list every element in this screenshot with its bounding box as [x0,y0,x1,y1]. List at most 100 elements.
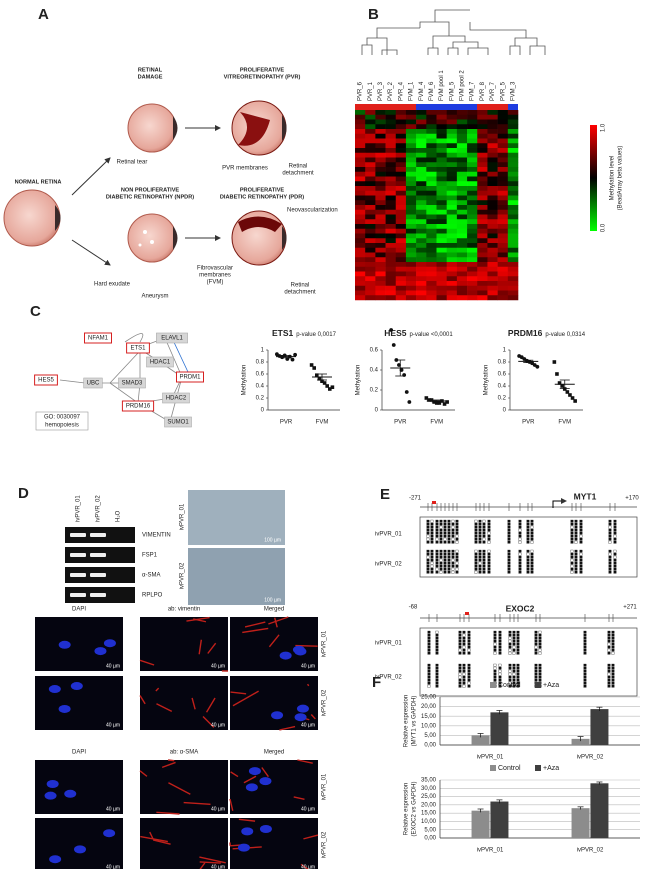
heat-cell [375,148,386,153]
network-node [83,377,103,389]
bar [490,712,509,745]
nucleus [44,791,57,800]
cpg-dot [467,636,471,640]
micrograph [188,548,285,605]
heat-cell [405,271,417,277]
x-tick-label: FVM [316,420,329,426]
heat-cell [467,157,478,163]
micrograph [230,818,318,869]
heat-cell [375,295,386,301]
nucleus [103,829,116,838]
cpg-dot [534,669,538,673]
cpg-dot [613,537,617,541]
cpg-dot [487,552,491,556]
heat-cell [426,209,437,215]
heat-cell [355,133,366,139]
heat-cell [446,247,458,253]
cpg-dot [435,645,439,649]
heat-cell [446,271,458,277]
heat-cell [497,162,509,168]
heat-cell [507,219,519,225]
column-header: ab: vimentin [168,607,200,613]
heat-cell [456,276,468,282]
cpg-dot [487,558,491,562]
cpg-dot [538,669,542,673]
heat-cell [507,200,519,206]
heat-cell [477,157,488,163]
cpg-dot [498,681,502,685]
heat-cell [375,243,386,248]
gel: ivPVR_01 ivPVR_02 H₂OVIMENTINFSP1α-SMARPLP… [65,495,171,603]
cpg-dot [512,639,516,643]
heat-cell [416,285,427,291]
heat-cell [477,186,488,191]
cpg-dot [487,561,491,565]
cpg-dot [611,639,615,643]
cpg-dot [611,630,615,634]
data-point [535,364,540,369]
heat-cell [416,247,427,253]
cpg-dot [458,675,462,679]
heat-cell [456,252,468,258]
heat-cell [477,247,488,253]
heat-cell [365,219,376,225]
cpg-dot [443,540,447,544]
heat-cell [507,281,519,286]
heat-cell [395,205,407,210]
heat-cell [507,252,519,258]
cpg-dot [439,552,443,556]
cpg-dot [487,537,491,541]
heat-cell [487,129,498,134]
legend-swatch [490,765,496,771]
data-point [312,366,316,370]
cpg-dot [426,561,430,565]
heat-cell [365,167,376,172]
heat-cell [355,257,366,263]
heat-cell [507,181,519,187]
cpg-dot [478,534,482,538]
cpg-dot [526,525,530,529]
heat-cell [467,209,478,215]
filament [139,695,146,705]
cpg-dot [498,666,502,670]
cpg-dot [426,555,430,559]
heat-cell [456,171,468,177]
cpg-dot [439,561,443,565]
cpg-dot [487,531,491,535]
heat-cell [416,219,427,225]
cpg-dot [498,651,502,655]
gene-label: VIMENTIN [142,533,171,539]
cpg-dot [435,564,439,568]
heat-cell [436,238,447,244]
node-label: PRDM1 [179,375,201,381]
heat-cell [507,148,519,153]
cpg-dot [608,519,612,523]
cpg-dot [478,555,482,559]
cpg-dot [611,678,615,682]
heat-cell [405,266,417,272]
heat-cell [405,186,417,191]
go-term: hemopoiesis [45,423,79,429]
data-point [568,393,572,397]
heat-cell [375,209,386,215]
heat-cell [477,133,488,139]
heat-cell [477,262,488,267]
cpg-dot [482,552,486,556]
cpg-dot [526,567,530,571]
y-axis-label: Relative expression [404,783,410,835]
heat-cell [446,124,458,130]
filament [152,839,171,845]
y-tick-label: 15,00 [421,811,437,817]
cpg-dot [538,636,542,640]
data-point [552,360,557,364]
heat-cell [477,285,488,291]
heat-cell [355,138,366,144]
y-tick-label: 0.8 [256,360,265,366]
cpg-dot [608,570,612,574]
heat-cell [395,143,407,149]
cpg-dot [482,561,486,565]
cpg-dot [579,564,583,568]
chart-title: ETS1 p-value 0,0017 [272,328,337,338]
heat-cell [436,124,447,130]
cpg-dot [474,561,478,565]
